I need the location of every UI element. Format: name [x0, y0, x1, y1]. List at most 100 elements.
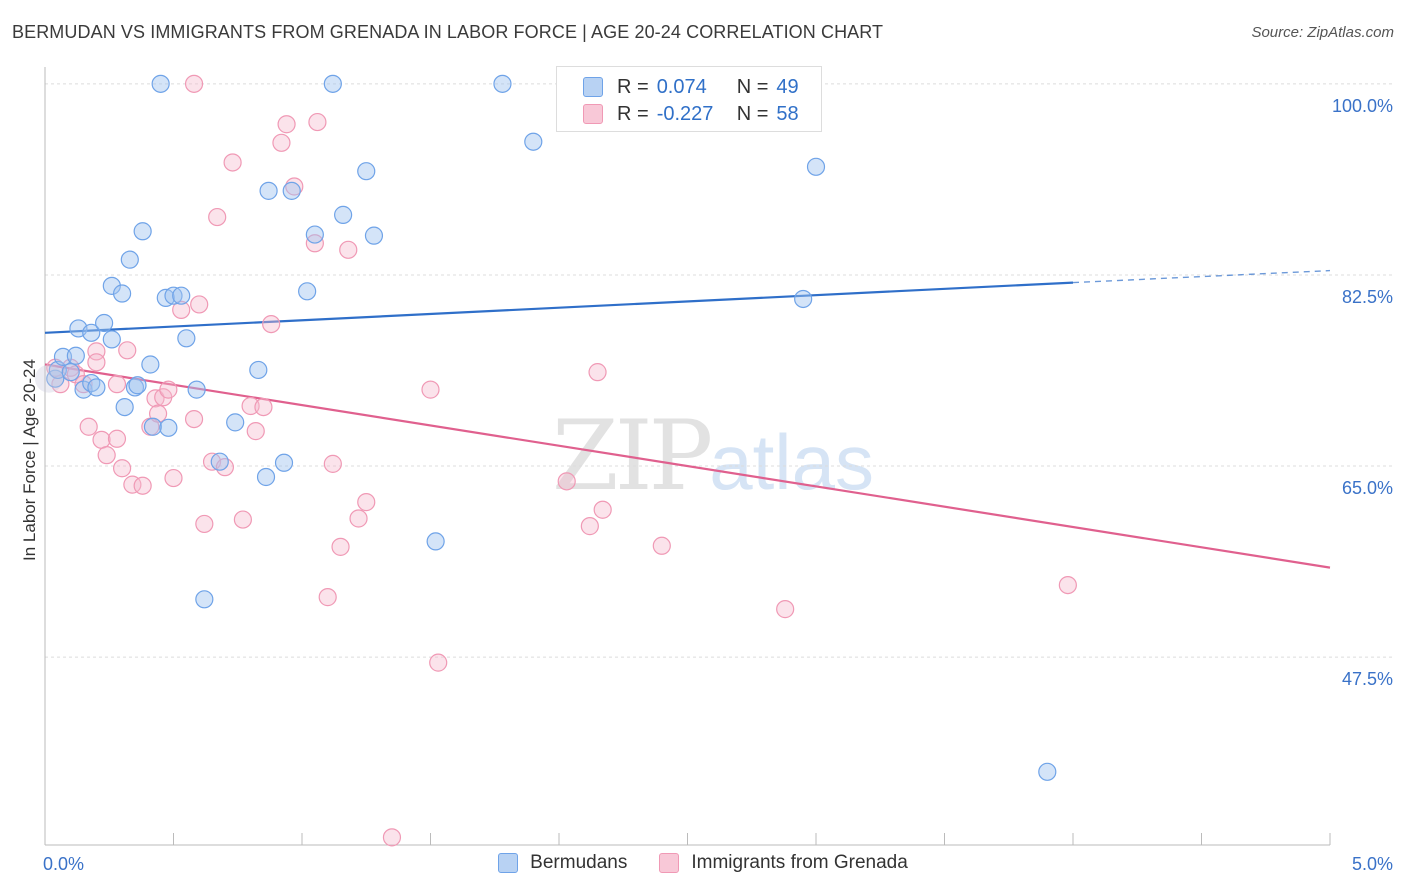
bermudans-point: [133, 222, 152, 241]
grenada-point: [277, 115, 296, 134]
bermudans-point: [298, 282, 317, 301]
gridlines: [45, 83, 1394, 658]
legend-item-label: Immigrants from Grenada: [691, 852, 908, 873]
grenada-point: [190, 295, 209, 314]
bermudans-point: [323, 74, 342, 93]
bermudans-point: [1038, 762, 1057, 781]
bermudans-point: [259, 181, 278, 200]
grenada-point: [357, 492, 376, 512]
grenada-point: [107, 429, 127, 448]
grenada-point: [323, 454, 342, 473]
tick-labels: 47.5% 65.0% 82.5% 100.0% 0.0% 5.0%: [43, 96, 1393, 874]
grenada-point: [87, 353, 106, 372]
grenada-point: [254, 397, 273, 417]
bermudans-swatch: [498, 853, 519, 873]
legend-box: R = 0.074 N = 49 R = -0.227 N = 58: [556, 66, 822, 132]
grenada-point: [195, 514, 214, 534]
bermudans-point: [159, 418, 178, 437]
grenada-point: [429, 653, 448, 672]
grenada-swatch: [583, 104, 603, 124]
legend-row-grenada: R = -0.227 N = 58: [583, 102, 799, 126]
grenada-point: [339, 240, 358, 259]
bermudans-point: [210, 452, 229, 471]
grenada-point: [652, 536, 671, 555]
data-points: [35, 74, 1077, 847]
bermudans-point: [806, 157, 826, 176]
trend-lines: [44, 269, 1331, 569]
bermudans-point: [256, 467, 276, 487]
bermudans-point: [274, 453, 294, 472]
bermudans-point: [120, 250, 139, 269]
grenada-point: [246, 422, 265, 441]
bermudans-point: [141, 355, 160, 374]
bermudans-point: [249, 360, 268, 380]
grenada-point: [87, 342, 106, 361]
grenada-point: [215, 458, 234, 477]
bermudans-point: [187, 380, 206, 399]
bermudans-point: [195, 590, 214, 609]
x-tick-label: 0.0%: [43, 854, 84, 874]
grenada-point: [118, 341, 137, 360]
grenada-point: [382, 828, 402, 847]
grenada-point: [421, 380, 440, 399]
grenada-point: [272, 133, 291, 152]
legend-item-grenada[interactable]: Immigrants from Grenada: [659, 852, 908, 874]
axes: [44, 67, 1331, 846]
legend-n-label: N =: [736, 102, 769, 125]
grenada-point: [184, 74, 204, 93]
grenada-point: [223, 153, 242, 172]
grenada-point: [308, 112, 327, 132]
grenada-point: [172, 300, 191, 319]
legend-n-value: 49: [776, 75, 799, 98]
legend-item-bermudans[interactable]: Bermudans: [498, 852, 627, 874]
legend-r-value: -0.227: [656, 102, 714, 125]
legend-r-label: R =: [617, 75, 649, 98]
bermudans-point: [115, 397, 134, 417]
source-label: Source: ZipAtlas.com: [1251, 24, 1394, 41]
grenada-point: [580, 517, 599, 536]
bermudans-point: [524, 132, 543, 151]
y-axis-label: In Labor Force | Age 20-24: [20, 359, 39, 561]
bermudans-trend-extension: [1072, 269, 1331, 284]
grenada-point: [593, 500, 612, 519]
legend-r-value: 0.074: [656, 75, 707, 98]
bermudans-point: [95, 313, 114, 333]
bermudans-point: [112, 284, 132, 303]
grenada-point: [557, 472, 576, 491]
bermudans-point: [87, 378, 106, 397]
grenada-point: [107, 375, 127, 394]
bermudans-point: [143, 417, 163, 436]
grenada-point: [133, 476, 152, 495]
bottom-legend: Bermudans Immigrants from Grenada: [0, 852, 1406, 874]
bermudans-point: [172, 286, 191, 305]
legend-n-label: N =: [736, 75, 769, 98]
bermudans-point: [102, 276, 121, 295]
grenada-point: [318, 588, 337, 607]
y-tick-label: 82.5%: [1342, 287, 1393, 307]
watermark: ZIPatlas: [552, 400, 874, 512]
grenada-point: [776, 600, 795, 619]
grenada-point: [184, 410, 204, 429]
chart-title: BERMUDAN VS IMMIGRANTS FROM GRENADA IN L…: [12, 22, 884, 42]
grenada-swatch: [659, 853, 680, 873]
bermudans-point: [794, 289, 813, 309]
grenada-point: [588, 363, 607, 382]
grenada-point: [331, 537, 350, 556]
grenada-point: [1058, 575, 1077, 595]
legend-n-value: 58: [776, 102, 799, 125]
bermudans-point: [364, 226, 384, 245]
bermudans-point: [53, 347, 73, 366]
bermudans-point: [125, 378, 145, 397]
grenada-point: [51, 375, 70, 394]
bermudans-trend-line: [44, 281, 1074, 334]
bermudans-point: [128, 376, 147, 395]
bermudans-point: [82, 323, 101, 342]
bermudans-point: [102, 330, 121, 349]
bermudans-point: [61, 363, 80, 382]
bermudans-point: [357, 162, 376, 181]
grenada-point: [164, 468, 183, 488]
watermark-zip: ZIP: [552, 400, 713, 512]
bermudans-point: [164, 286, 183, 305]
legend-item-label: Bermudans: [530, 852, 628, 873]
